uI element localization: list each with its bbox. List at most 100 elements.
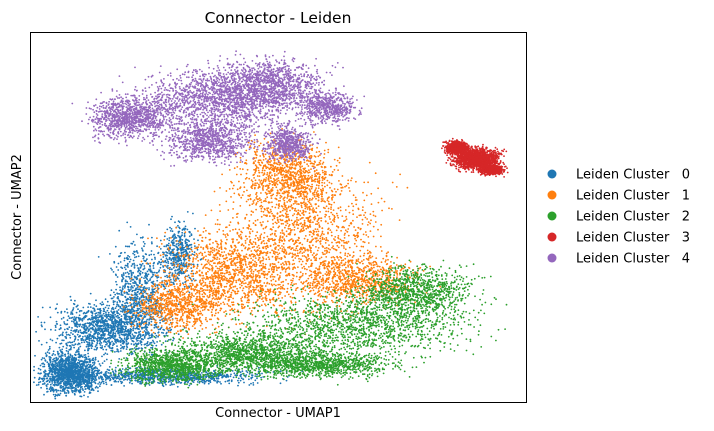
scatter-point <box>47 372 50 375</box>
scatter-point <box>44 328 46 331</box>
scatter-point <box>136 233 138 236</box>
scatter-point <box>106 300 109 303</box>
scatter-point <box>103 322 106 325</box>
scatter-point <box>59 372 62 375</box>
scatter-point <box>156 276 159 279</box>
scatter-point <box>54 326 57 328</box>
scatter-point <box>77 359 80 362</box>
scatter-point <box>169 380 172 382</box>
scatter-point <box>117 349 119 351</box>
scatter-point <box>119 377 121 379</box>
scatter-point <box>107 377 109 380</box>
scatter-point <box>89 363 92 366</box>
scatter-point <box>112 303 115 306</box>
scatter-point <box>107 375 110 378</box>
scatter-point <box>85 325 88 327</box>
scatter-point <box>104 306 107 309</box>
scatter-point <box>72 370 75 373</box>
scatter-point <box>316 228 319 231</box>
scatter-point <box>84 339 87 342</box>
scatter-point <box>157 262 160 264</box>
scatter-point <box>84 367 87 370</box>
scatter-point <box>139 340 142 342</box>
scatter-point <box>141 271 144 274</box>
scatter-point <box>64 362 66 364</box>
scatter-point <box>148 268 150 271</box>
scatter-point <box>97 316 100 319</box>
scatter-point <box>132 278 135 281</box>
scatter-point <box>131 333 134 336</box>
scatter-point <box>48 345 51 348</box>
scatter-point <box>144 325 147 328</box>
scatter-point <box>121 326 124 329</box>
scatter-point <box>172 266 175 269</box>
scatter-point <box>44 352 47 355</box>
scatter-point <box>94 358 97 361</box>
scatter-point <box>52 352 55 355</box>
scatter-point <box>151 292 154 294</box>
scatter-point <box>107 328 110 331</box>
scatter-point <box>100 336 103 339</box>
scatter-point <box>121 373 124 376</box>
scatter-point <box>133 299 136 302</box>
scatter-point <box>129 280 132 282</box>
scatter-point <box>126 264 128 267</box>
scatter-point <box>50 357 52 359</box>
scatter-point <box>54 361 57 364</box>
scatter-point <box>148 319 151 321</box>
scatter-point <box>160 343 163 346</box>
scatter-point <box>173 244 176 247</box>
scatter-point <box>67 365 69 367</box>
scatter-point <box>166 274 168 277</box>
scatter-point <box>87 374 90 377</box>
scatter-point <box>53 378 55 381</box>
scatter-point <box>155 272 158 274</box>
scatter-point <box>70 332 72 334</box>
scatter-point <box>110 328 113 330</box>
scatter-point <box>286 209 288 211</box>
scatter-point <box>181 231 184 234</box>
scatter-point <box>213 378 216 381</box>
scatter-point <box>139 333 142 336</box>
scatter-point <box>62 369 65 372</box>
scatter-point <box>133 280 136 283</box>
scatter-point <box>140 343 143 346</box>
scatter-point <box>355 180 357 183</box>
scatter-point <box>183 227 186 230</box>
scatter-point <box>160 258 163 261</box>
scatter-point <box>33 381 35 384</box>
scatter-point <box>70 388 73 390</box>
scatter-point <box>118 375 120 378</box>
scatter-point <box>150 281 153 284</box>
scatter-point <box>95 305 98 308</box>
scatter-point <box>107 307 110 310</box>
scatter-point <box>46 380 49 383</box>
scatter-point <box>54 367 57 370</box>
scatter-point <box>98 363 101 365</box>
scatter-point <box>170 382 173 384</box>
scatter-point <box>127 329 129 332</box>
scatter-point <box>347 240 350 243</box>
scatter-point <box>141 319 144 321</box>
scatter-point <box>142 292 144 295</box>
scatter-point <box>188 291 191 294</box>
scatter-point <box>320 289 323 292</box>
scatter-point <box>101 346 103 349</box>
scatter-point <box>213 369 215 372</box>
scatter-point <box>161 283 163 286</box>
scatter-point <box>95 315 98 317</box>
scatter-point <box>114 328 116 331</box>
scatter-point <box>97 331 100 334</box>
scatter-point <box>74 343 77 346</box>
scatter-point <box>128 260 131 263</box>
scatter-point <box>254 375 257 377</box>
scatter-point <box>309 230 312 233</box>
scatter-point <box>122 274 125 276</box>
scatter-point <box>92 337 95 340</box>
scatter-point <box>128 290 130 293</box>
scatter-point <box>114 322 117 325</box>
scatter-point <box>86 361 89 364</box>
scatter-point <box>166 228 169 231</box>
scatter-point <box>72 302 75 305</box>
scatter-point <box>140 306 142 309</box>
